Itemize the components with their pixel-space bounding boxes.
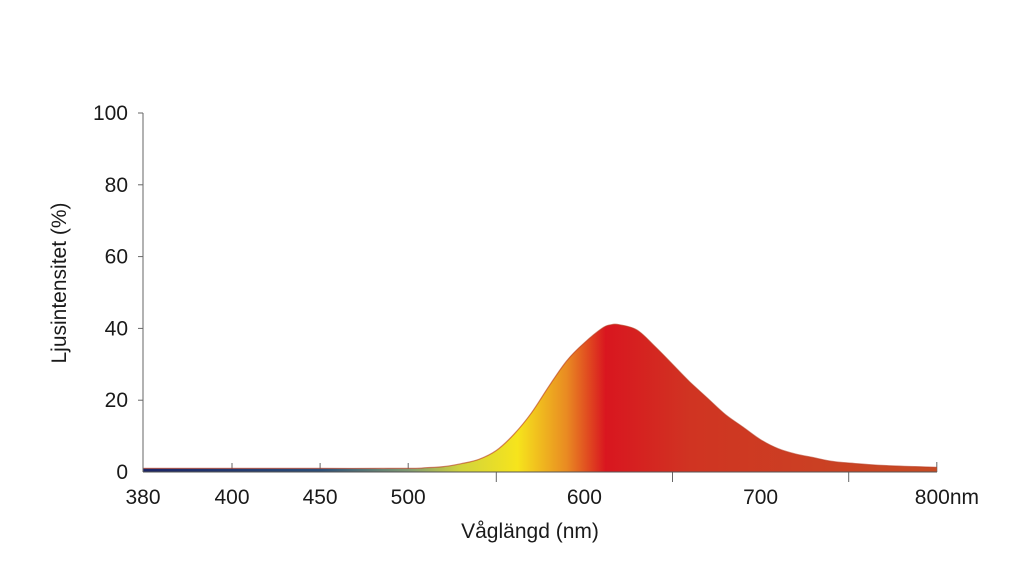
- x-tick-label: 500: [391, 486, 426, 509]
- y-tick-label: 100: [93, 102, 128, 125]
- x-axis-label: Våglängd (nm): [461, 520, 599, 543]
- x-tick-label: 800nm: [915, 486, 979, 509]
- x-tick-label: 450: [303, 486, 338, 509]
- y-tick-label: 60: [105, 246, 128, 269]
- x-tick-label: 700: [743, 486, 778, 509]
- y-axis-ticks: 0 20 40 60 80 100: [93, 102, 143, 484]
- y-tick-label: 0: [116, 461, 128, 484]
- y-tick-label: 40: [105, 317, 128, 340]
- x-tick-label: 380: [125, 486, 160, 509]
- y-axis-label: Ljusintensitet (%): [48, 202, 71, 363]
- x-tick-label: 400: [214, 486, 249, 509]
- y-tick-label: 80: [105, 174, 128, 197]
- y-tick-label: 20: [105, 389, 128, 412]
- x-tick-label: 600: [567, 486, 602, 509]
- spectrum-area: [143, 324, 937, 472]
- spectrum-outline: [142, 323, 937, 470]
- x-axis-ticks: 380 400 450 500 600 700 800nm: [125, 462, 979, 509]
